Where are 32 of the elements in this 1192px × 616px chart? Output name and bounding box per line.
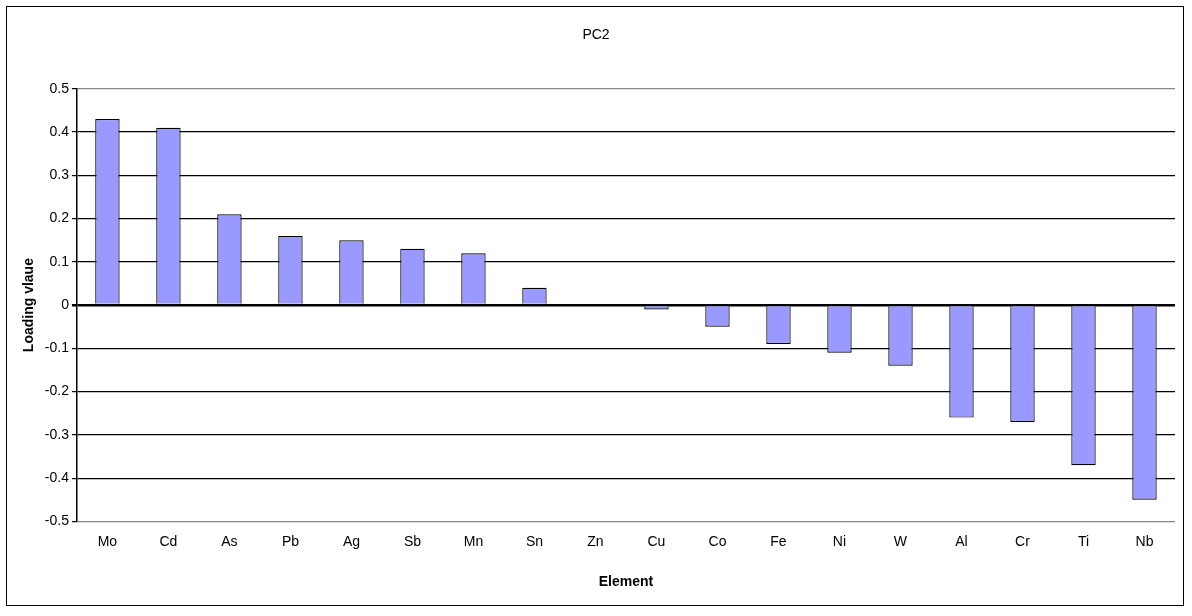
chart-title: PC2 [582, 26, 610, 43]
x-tick-label: Mn [463, 532, 484, 549]
x-tick-label: Mo [97, 532, 118, 549]
x-tick-label: Nb [1135, 532, 1154, 549]
y-axis-title: Loading vlaue [20, 257, 37, 353]
x-tick-label: Ni [832, 532, 847, 549]
x-tick-label: Al [955, 532, 968, 549]
x-tick-label: Cr [1015, 532, 1031, 549]
y-tick-label: -0.1 [44, 339, 70, 356]
y-tick-label: -0.5 [44, 512, 70, 529]
x-tick-label: Ti [1077, 532, 1090, 549]
x-tick-label: Sn [525, 532, 544, 549]
y-tick-label: 0.5 [49, 79, 70, 96]
x-tick-label: Cd [159, 532, 178, 549]
x-tick-label: Sb [403, 532, 422, 549]
y-tick-label: -0.4 [44, 469, 70, 485]
y-tick-label: 0.3 [49, 166, 70, 183]
x-tick-label: Co [708, 532, 727, 549]
x-tick-label: Pb [281, 532, 300, 549]
x-tick-label: Cu [647, 532, 666, 549]
y-tick-label: 0.1 [49, 252, 70, 269]
x-axis-title: Element [598, 573, 654, 590]
y-tick-label: 0.2 [49, 209, 70, 226]
y-tick-label: 0.4 [49, 122, 70, 139]
y-tick-label: -0.3 [44, 425, 70, 442]
x-tick-label: Ag [342, 532, 361, 549]
x-tick-label: Zn [587, 532, 604, 549]
y-tick-label: 0 [61, 295, 70, 312]
x-tick-label: W [893, 532, 908, 549]
x-tick-label: Fe [770, 532, 787, 549]
y-tick-label: -0.2 [44, 382, 70, 399]
x-tick-label: As [221, 532, 238, 549]
